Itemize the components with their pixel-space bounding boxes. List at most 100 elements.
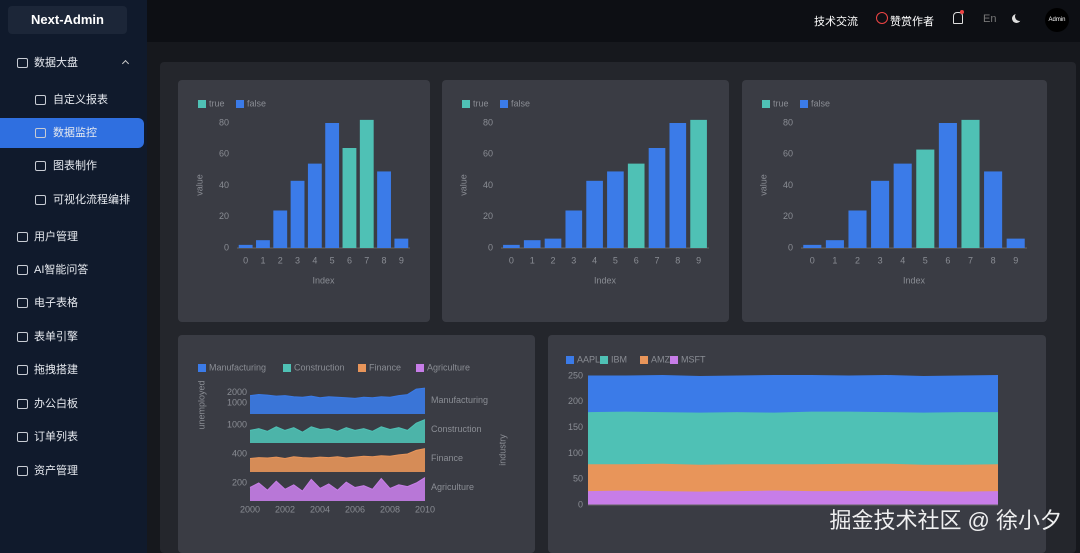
bar: [803, 244, 822, 248]
menu-icon: [17, 58, 28, 68]
menu-item[interactable]: 数据监控: [0, 118, 144, 148]
bar-chart: true false value Index 0 20 40 60 80 0 1 2 3 4 5 6 7 8 9: [178, 80, 430, 322]
menu-label: 数据大盘: [34, 57, 78, 69]
x-tick-label: 2010: [415, 504, 435, 514]
x-tick-label: 8: [991, 255, 996, 265]
x-tick-label: 2000: [240, 504, 260, 514]
x-tick-label: 2: [855, 255, 860, 265]
y-axis-label: value: [458, 174, 468, 196]
x-axis-label: Index: [312, 275, 335, 285]
bell-icon[interactable]: [953, 12, 963, 24]
menu-item[interactable]: 表单引擎: [0, 322, 147, 352]
bar: [648, 148, 666, 248]
legend-label: Manufacturing: [209, 362, 266, 372]
bar: [984, 171, 1003, 248]
bar: [607, 171, 624, 248]
legend-label: AMZN: [651, 354, 677, 364]
legend-label: true: [209, 98, 225, 108]
menu-icon: [35, 128, 46, 138]
menu-icon: [17, 298, 28, 308]
bar: [342, 148, 357, 248]
x-tick-label: 2004: [310, 504, 330, 514]
y-tick-label: 250: [568, 370, 583, 380]
y-axis-label: unemployed: [196, 380, 206, 429]
line: [249, 387, 426, 399]
y-tick-label: 2000: [227, 387, 247, 397]
menu-item[interactable]: 订单列表: [0, 422, 147, 452]
x-axis-label: Index: [594, 275, 617, 285]
legend-label: false: [247, 98, 266, 108]
menu-label: 表单引擎: [34, 331, 78, 343]
bar: [871, 180, 890, 248]
legend-label: Agriculture: [427, 362, 470, 372]
menu-label: 电子表格: [34, 297, 78, 309]
line: [249, 477, 426, 492]
bar: [961, 119, 980, 248]
x-tick-label: 0: [243, 255, 248, 265]
x-tick-label: 3: [295, 255, 300, 265]
legend-swatch: [762, 100, 770, 108]
x-tick-label: 4: [900, 255, 905, 265]
bar: [916, 149, 935, 248]
bar: [307, 163, 322, 248]
x-tick-label: 7: [364, 255, 369, 265]
bar: [523, 240, 541, 248]
y-tick-label: 20: [783, 211, 793, 221]
x-tick-label: 5: [330, 255, 335, 265]
legend-swatch: [198, 364, 206, 372]
menu-item[interactable]: 拖拽搭建: [0, 355, 147, 385]
y-tick-label: 40: [219, 180, 229, 190]
y-tick-label: 1000: [227, 419, 247, 429]
x-tick-label: 1: [530, 255, 535, 265]
legend-swatch: [358, 364, 366, 372]
bar: [238, 244, 253, 248]
y-tick-label: 150: [568, 422, 583, 432]
legend-label: Construction: [294, 362, 345, 372]
bar: [325, 123, 340, 248]
bar: [690, 119, 707, 248]
bar: [273, 210, 288, 248]
menu-label: 可视化流程编排: [53, 194, 130, 206]
chevron[interactable]: [121, 59, 130, 68]
icon: [876, 12, 888, 24]
x-tick-label: 2002: [275, 504, 295, 514]
x-axis-label: Index: [903, 275, 926, 285]
menu-item[interactable]: 资产管理: [0, 456, 147, 486]
bar: [848, 210, 867, 248]
lang-toggle[interactable]: En: [983, 13, 997, 25]
area-fill: [250, 448, 425, 472]
header-link[interactable]: 赞赏作者: [890, 16, 934, 28]
menu-item[interactable]: 可视化流程编排: [0, 185, 147, 215]
y-tick-label: 60: [219, 149, 229, 159]
header: 技术交流 赞赏作者 En Admin: [147, 0, 1080, 42]
y-tick-label: 1000: [227, 398, 247, 408]
menu-item[interactable]: 数据大盘: [0, 48, 147, 78]
menu-label: 用户管理: [34, 231, 78, 243]
header-link[interactable]: 技术交流: [814, 16, 858, 28]
x-tick-label: 2006: [345, 504, 365, 514]
menu-item[interactable]: 办公白板: [0, 389, 147, 419]
avatar[interactable]: Admin: [1045, 8, 1069, 32]
theme-toggle[interactable]: [1015, 12, 1024, 21]
legend-label: MSFT: [681, 354, 706, 364]
x-tick-label: 9: [399, 255, 404, 265]
x-tick-label: 4: [312, 255, 317, 265]
logo[interactable]: Next-Admin: [8, 6, 127, 34]
row-label: Agriculture: [431, 482, 474, 492]
menu-item[interactable]: AI智能问答: [0, 255, 147, 285]
menu-item[interactable]: 用户管理: [0, 222, 147, 252]
x-tick-label: 1: [832, 255, 837, 265]
menu-item[interactable]: 图表制作: [0, 151, 147, 181]
menu-icon: [35, 161, 46, 171]
legend-label: AAPL: [577, 354, 600, 364]
legend-swatch: [198, 100, 206, 108]
bar: [377, 171, 391, 248]
menu-item[interactable]: 电子表格: [0, 288, 147, 318]
y-tick-label: 80: [219, 117, 229, 127]
menu-item[interactable]: 自定义报表: [0, 85, 147, 115]
y-tick-label: 60: [783, 149, 793, 159]
area-fill: [588, 375, 998, 413]
x-tick-label: 7: [968, 255, 973, 265]
area-top: [588, 374, 999, 378]
